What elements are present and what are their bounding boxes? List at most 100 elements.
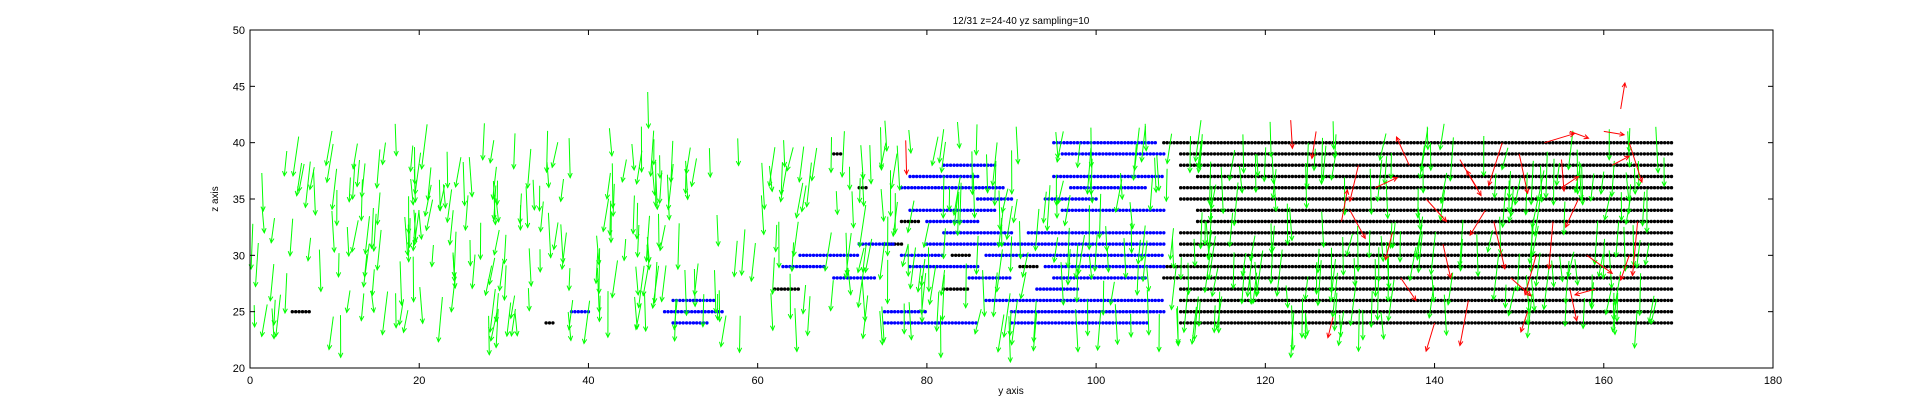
black-point [1236,152,1241,156]
black-point [1585,310,1589,314]
vector-arrow-shaft [666,174,670,220]
vector-arrow-shaft [1099,193,1102,239]
black-point [1608,298,1613,303]
black-point [1598,208,1603,212]
blue-point [954,186,958,190]
black-point [1449,242,1454,246]
black-point [1243,208,1247,212]
black-point [1480,163,1484,167]
black-point [1487,298,1491,303]
vector-arrow-head [905,271,911,278]
blue-point [1151,264,1156,269]
blue-point [1023,321,1027,325]
black-point [952,287,956,291]
vector-arrow-head [531,205,537,211]
vector-arrow-head [488,157,494,164]
black-point [1273,141,1278,145]
black-point [1632,276,1636,280]
blue-point [942,219,946,224]
black-point [1395,219,1400,224]
blue-point [1148,231,1153,235]
blue-point [991,253,995,257]
black-point [1219,264,1224,269]
black-point [1500,321,1504,325]
black-point [1399,264,1403,269]
vector-arrow [544,130,550,174]
black-point [1585,276,1589,280]
black-point [1246,152,1251,156]
vector-arrow-shaft [1531,278,1535,311]
black-point [1365,141,1369,145]
vector-arrow [1288,312,1295,359]
vector-arrow-shaft [1338,311,1345,346]
black-point [1280,174,1285,179]
vector-arrow [991,272,998,318]
vector-arrow [1417,145,1425,180]
vector-arrow-head [312,210,318,216]
black-point [1527,264,1532,269]
vector-arrow-head [502,295,508,302]
black-point [1412,321,1416,325]
black-point [1273,287,1278,291]
vector-arrow [1386,279,1395,322]
vector-arrow-head [856,267,862,274]
vector-arrow-head [714,314,721,321]
vector-arrow [736,315,743,354]
vector-arrow-head [493,316,500,323]
vector-arrow-head [1207,274,1213,281]
black-point [1270,186,1274,190]
vector-arrow-head [1052,257,1058,264]
blue-point [1162,264,1166,269]
vector-arrow-head [437,204,443,211]
black-point [1280,208,1285,212]
blue-point [1070,242,1075,246]
black-point [1287,186,1291,190]
vector-arrow-head [908,334,914,341]
black-point [1250,208,1254,212]
black-point [1659,287,1664,291]
black-point [1253,219,1257,224]
black-point [1226,208,1230,212]
black-point [1287,141,1291,145]
vector-arrow-head [621,255,628,262]
blue-point [1065,287,1070,291]
vector-arrow-shaft [1242,134,1245,173]
black-point [1480,321,1484,325]
black-point [1290,242,1295,246]
vector-arrow [1338,314,1344,338]
vector-arrow [537,249,543,273]
vector-arrow [692,268,698,308]
black-point [1226,163,1230,167]
blue-point [1042,253,1046,257]
black-point [1409,163,1413,167]
blue-point [976,197,980,201]
black-point [1547,276,1552,280]
blue-point [1096,141,1100,145]
black-point [1524,219,1528,224]
black-point [1388,208,1393,212]
black-point [1510,152,1515,156]
black-point [1263,276,1268,280]
black-point [1402,276,1406,280]
black-point [1297,197,1301,201]
blue-point [987,298,992,303]
black-point [1216,186,1220,190]
black-point [864,186,868,190]
vector-arrow-head [1428,269,1435,276]
black-point [1358,231,1362,235]
black-point [1392,152,1396,156]
black-point [1358,276,1362,280]
vector-arrow [1097,193,1103,240]
vector-arrow [291,136,300,178]
black-point [1652,321,1657,325]
black-point [1537,310,1542,314]
vector-arrow [425,167,432,202]
vector-arrow-head [1015,158,1021,165]
vector-arrow-shaft [449,210,454,245]
black-point [1307,163,1312,167]
blue-point [1121,231,1125,235]
black-point [1534,321,1538,325]
blue-point [1126,298,1131,303]
black-point [1480,197,1484,201]
black-point [1490,287,1494,291]
